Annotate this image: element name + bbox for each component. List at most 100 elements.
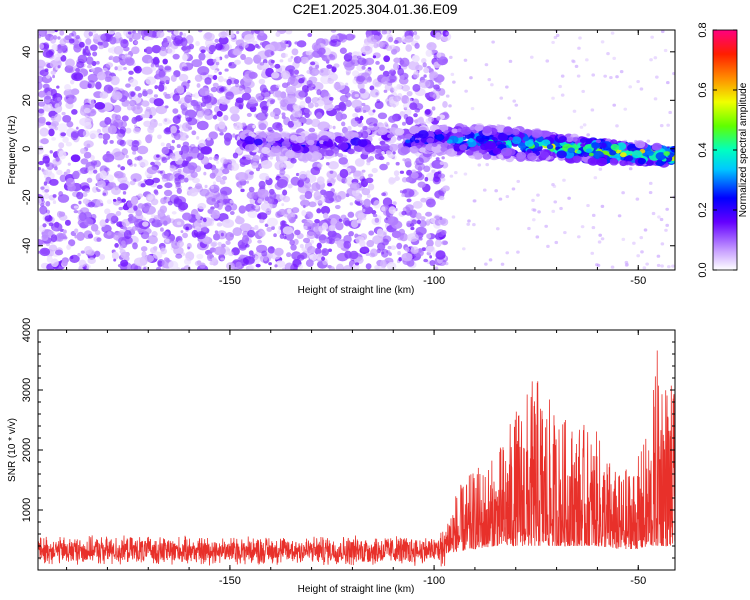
noise-speck xyxy=(316,242,322,249)
noise-speck xyxy=(107,182,117,189)
noise-speck xyxy=(75,34,81,40)
signal-blob xyxy=(576,150,582,154)
signal-blob xyxy=(596,157,608,167)
noise-speck xyxy=(134,40,139,45)
noise-speck xyxy=(251,205,256,209)
noise-speck xyxy=(261,159,273,169)
noise-speck xyxy=(58,142,65,149)
noise-speck xyxy=(54,249,64,256)
signal-blob xyxy=(628,150,634,155)
noise-speck xyxy=(362,125,368,131)
signal-blob xyxy=(482,153,492,160)
noise-speck xyxy=(650,35,654,39)
noise-speck xyxy=(251,162,259,170)
noise-speck xyxy=(299,100,306,108)
noise-speck xyxy=(57,65,61,69)
noise-speck xyxy=(179,31,183,36)
noise-speck xyxy=(536,193,540,197)
noise-speck xyxy=(380,248,389,258)
noise-speck xyxy=(591,225,596,230)
noise-speck xyxy=(449,174,454,178)
noise-speck xyxy=(435,32,442,40)
noise-speck xyxy=(648,181,653,185)
noise-speck xyxy=(181,212,192,221)
noise-speck xyxy=(244,86,252,94)
noise-speck xyxy=(463,172,468,176)
signal-blob xyxy=(646,159,654,166)
noise-speck xyxy=(252,124,256,129)
noise-speck xyxy=(617,214,622,218)
y-tick-label: 40 xyxy=(21,46,33,58)
noise-speck xyxy=(43,95,52,105)
noise-speck xyxy=(66,244,72,250)
noise-speck xyxy=(258,123,267,131)
noise-speck xyxy=(153,215,160,220)
noise-speck xyxy=(94,230,101,236)
noise-speck xyxy=(321,256,326,261)
signal-blob xyxy=(627,143,638,152)
noise-speck xyxy=(352,112,359,118)
noise-speck xyxy=(248,186,255,193)
noise-speck xyxy=(94,251,101,257)
noise-speck xyxy=(183,257,192,265)
noise-speck xyxy=(163,196,167,200)
noise-speck xyxy=(171,211,177,215)
noise-speck xyxy=(57,194,70,203)
noise-speck xyxy=(54,113,62,123)
noise-speck xyxy=(466,222,471,226)
noise-speck xyxy=(361,208,366,213)
spectrogram-frame xyxy=(37,29,676,271)
signal-blob xyxy=(459,144,468,151)
noise-speck xyxy=(102,139,108,145)
noise-speck xyxy=(182,33,187,37)
signal-blob xyxy=(527,152,537,161)
noise-speck xyxy=(367,173,374,178)
noise-speck xyxy=(287,183,293,189)
noise-speck xyxy=(206,102,213,109)
noise-speck xyxy=(48,128,55,137)
noise-speck xyxy=(332,125,336,130)
noise-speck xyxy=(328,53,334,58)
signal-blob xyxy=(609,150,617,156)
noise-speck xyxy=(598,233,602,237)
noise-speck xyxy=(270,64,275,69)
noise-speck xyxy=(612,56,616,60)
signal-blob xyxy=(637,157,647,165)
noise-speck xyxy=(229,210,235,215)
noise-speck xyxy=(191,130,197,136)
noise-speck xyxy=(385,45,393,51)
noise-speck xyxy=(621,237,626,242)
noise-speck xyxy=(294,229,301,236)
noise-speck xyxy=(393,170,400,177)
noise-speck xyxy=(188,187,199,197)
noise-speck xyxy=(248,250,254,256)
noise-speck xyxy=(49,178,59,186)
noise-speck xyxy=(259,30,265,37)
noise-speck xyxy=(298,264,304,269)
noise-speck xyxy=(572,109,577,113)
noise-speck xyxy=(133,218,146,228)
noise-speck xyxy=(38,197,42,206)
noise-speck xyxy=(585,58,589,62)
noise-speck xyxy=(99,120,109,128)
noise-speck xyxy=(265,176,270,180)
noise-speck xyxy=(147,235,158,245)
noise-speck xyxy=(38,101,46,107)
noise-speck xyxy=(80,250,86,254)
noise-speck xyxy=(335,263,344,270)
noise-speck xyxy=(99,91,109,99)
noise-speck xyxy=(217,241,222,246)
signal-blob xyxy=(344,130,356,140)
noise-speck xyxy=(209,184,220,194)
noise-speck xyxy=(327,78,334,84)
signal-blob xyxy=(474,145,481,151)
signal-blob xyxy=(434,129,443,136)
noise-speck xyxy=(195,213,201,220)
noise-speck xyxy=(672,71,675,76)
noise-speck xyxy=(375,60,380,65)
noise-speck xyxy=(410,226,415,231)
noise-speck xyxy=(211,198,216,202)
noise-speck xyxy=(120,38,129,49)
noise-speck xyxy=(361,65,366,70)
noise-speck xyxy=(240,53,246,61)
